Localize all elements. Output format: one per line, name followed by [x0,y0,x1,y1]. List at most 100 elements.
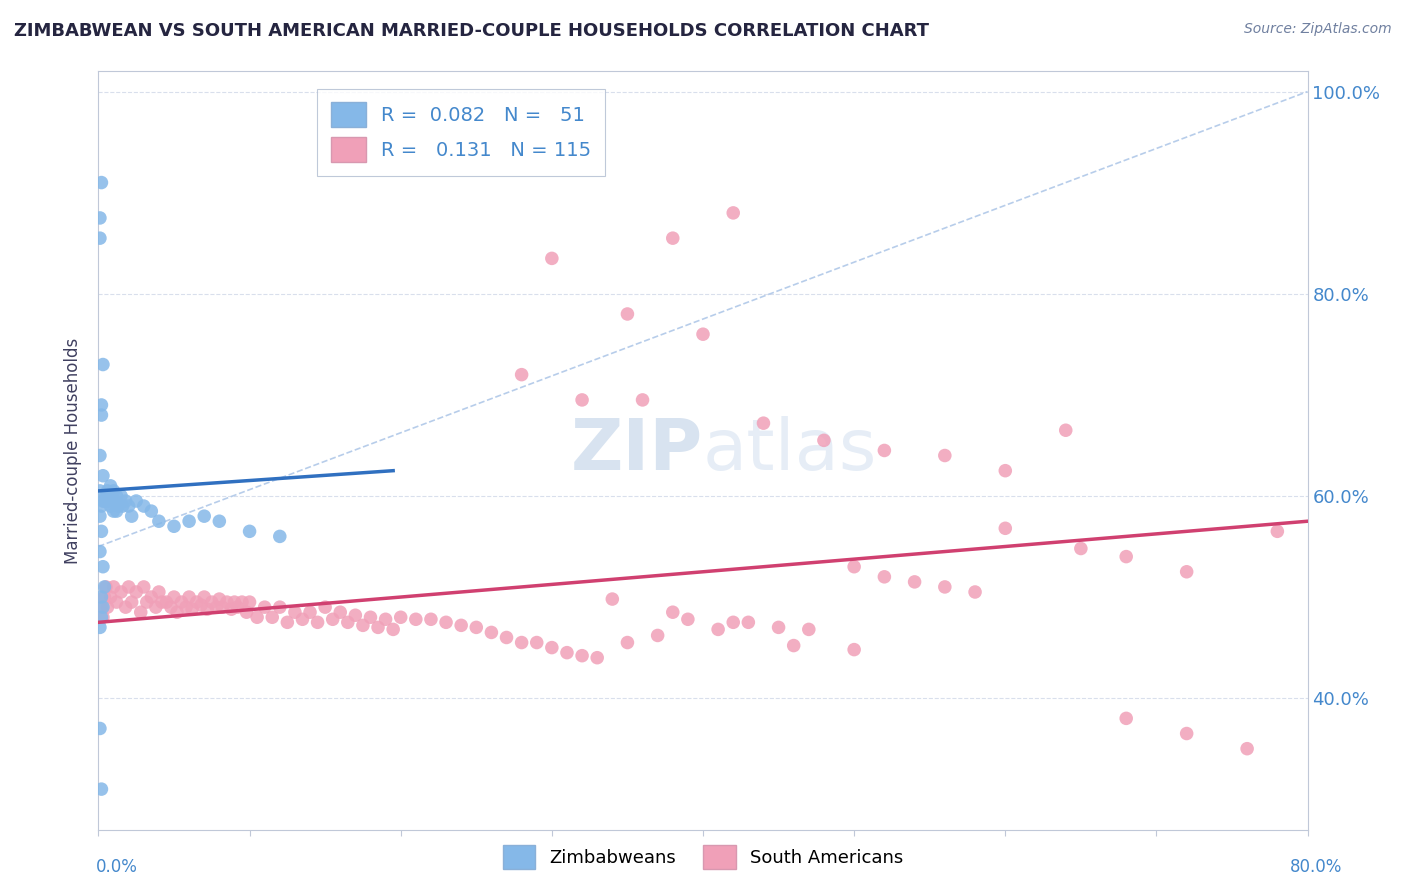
Point [1070,541,1092,556]
Point [145,600,167,615]
Point [121,509,143,524]
Point [661,231,683,245]
Point [844,642,866,657]
Point [90,499,112,513]
Point [314,600,336,615]
Point [91,358,114,372]
Point [160,600,183,615]
Point [510,368,533,382]
Point [934,449,956,463]
Point [201,595,224,609]
Point [352,618,374,632]
Point [89,211,111,225]
Point [1054,423,1077,437]
Point [103,483,125,498]
Point [89,483,111,498]
Point [110,585,132,599]
Point [284,605,307,619]
Point [676,612,699,626]
Point [174,600,197,615]
Point [211,600,233,615]
Point [226,600,249,615]
Point [132,580,155,594]
Point [103,504,125,518]
Point [586,650,609,665]
Point [193,590,215,604]
Point [1175,726,1198,740]
Point [103,580,125,594]
Point [253,600,276,615]
Point [540,252,562,266]
Point [783,639,806,653]
Point [105,489,128,503]
Point [89,231,111,245]
Point [94,580,117,594]
Point [269,529,291,543]
Point [148,585,170,599]
Point [224,595,246,609]
Point [540,640,562,655]
Point [434,615,457,630]
Point [239,595,262,609]
Point [647,628,669,642]
Point [616,635,638,649]
Point [101,489,124,503]
Point [661,605,683,619]
Point [125,494,148,508]
Point [90,600,112,615]
Point [132,499,155,513]
Point [89,722,111,736]
Point [360,610,382,624]
Point [873,443,896,458]
Point [91,600,114,615]
Point [93,494,115,508]
Point [114,600,136,615]
Point [100,590,122,604]
Point [904,574,927,589]
Point [510,635,533,649]
Point [105,595,128,609]
Point [329,605,352,619]
Point [170,595,193,609]
Point [450,618,472,632]
Point [737,615,759,630]
Point [186,595,208,609]
Point [90,398,112,412]
Point [215,595,238,609]
Point [195,602,218,616]
Point [90,408,112,422]
Point [873,570,896,584]
Point [121,595,143,609]
Point [723,615,745,630]
Point [181,602,204,616]
Point [141,504,163,518]
Point [148,514,170,528]
Point [107,499,129,513]
Point [631,392,654,407]
Point [752,416,775,430]
Point [707,623,730,637]
Point [100,479,122,493]
Point [235,605,257,619]
Point [91,559,114,574]
Point [291,612,314,626]
Point [382,623,405,637]
Point [125,585,148,599]
Point [1115,711,1137,725]
Y-axis label: Married-couple Households: Married-couple Households [65,337,83,564]
Point [89,449,111,463]
Text: atlas: atlas [703,416,877,485]
Point [110,489,132,503]
Point [114,494,136,508]
Point [94,489,117,503]
Point [166,605,188,619]
Point [89,620,111,634]
Point [118,580,141,594]
Point [526,635,548,649]
Point [163,590,186,604]
Point [150,595,173,609]
Point [692,327,714,342]
Text: ZIP: ZIP [571,416,703,485]
Point [768,620,790,634]
Legend: Zimbabweans, South Americans: Zimbabweans, South Americans [495,838,911,876]
